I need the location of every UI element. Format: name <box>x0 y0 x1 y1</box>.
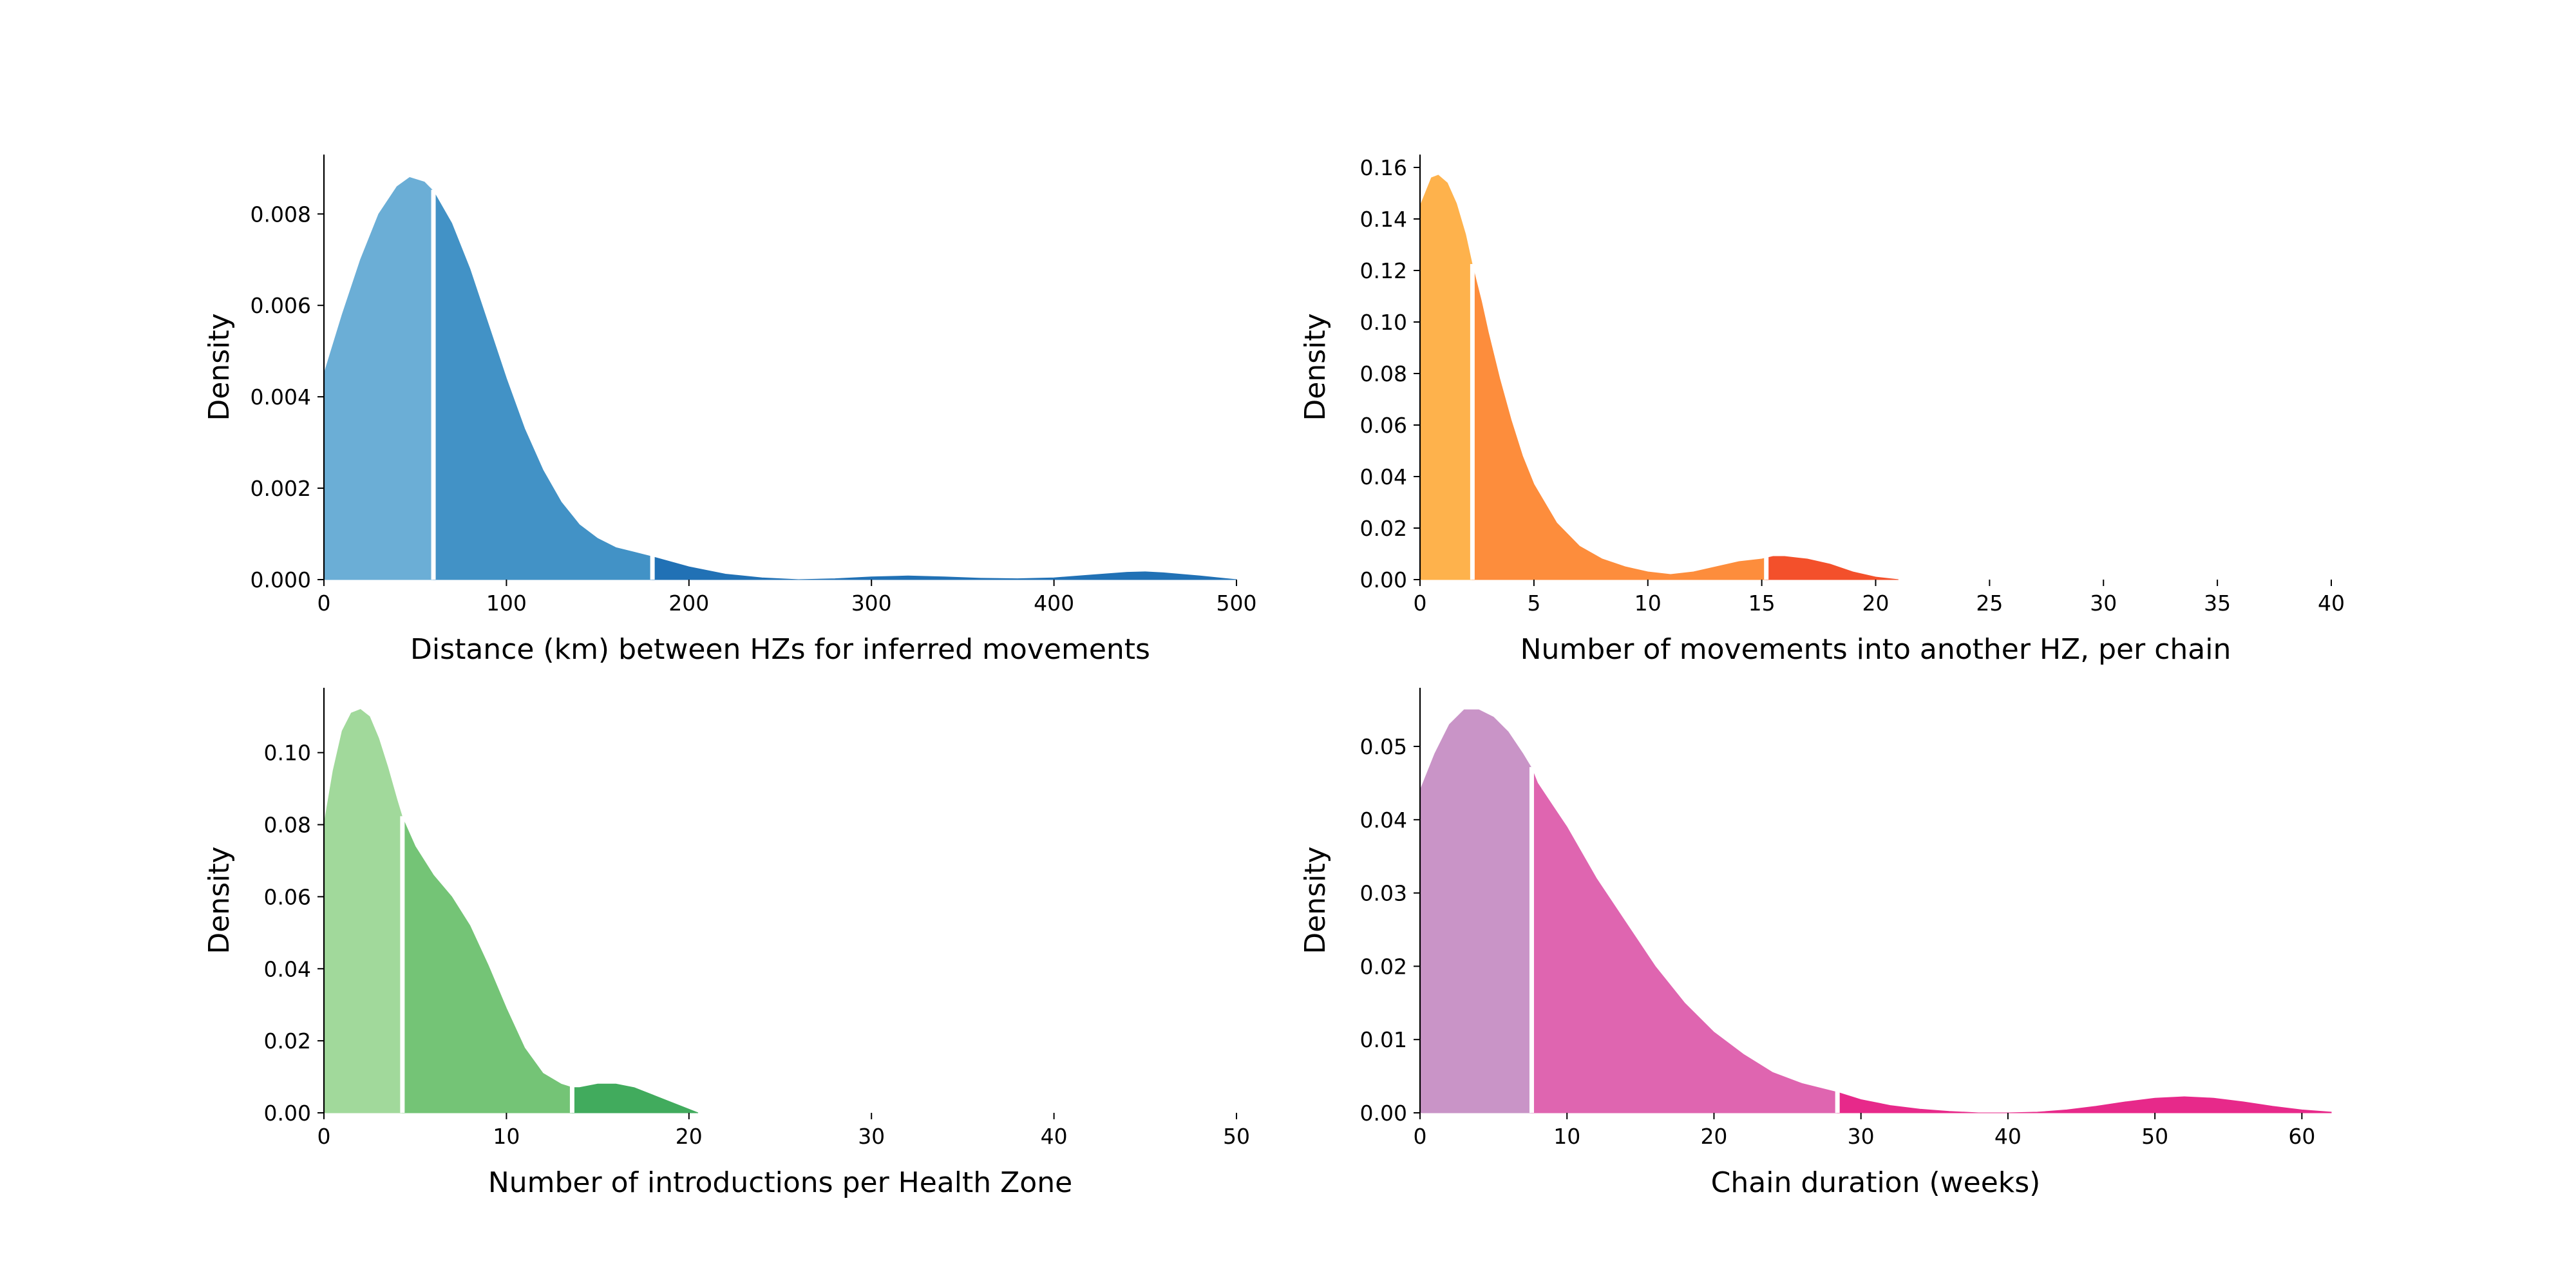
density-segment-2 <box>433 189 653 580</box>
y-tick-label: 0.10 <box>264 741 311 766</box>
x-tick-label: 0 <box>317 1124 331 1149</box>
panel-top-left: 0 100 200 300 400 500 0.000 0.002 0.004 0.006 0.00… <box>203 155 1257 666</box>
y-tick-label: 0.05 <box>1360 734 1407 759</box>
x-tick-label: 20 <box>676 1124 703 1149</box>
x-tick-label: 500 <box>1217 591 1257 616</box>
x-tick-label: 300 <box>851 591 892 616</box>
x-tick-label: 0 <box>317 591 331 616</box>
x-axis-title: Number of movements into another HZ, per… <box>1520 633 2231 666</box>
x-tick-label: 50 <box>1223 1124 1250 1149</box>
x-tick-label: 30 <box>2090 591 2117 616</box>
x-tick-label: 50 <box>2141 1124 2168 1149</box>
x-tick-label: 20 <box>1700 1124 1727 1149</box>
y-tick-label: 0.04 <box>264 956 311 981</box>
x-tick-label: 35 <box>2204 591 2231 616</box>
y-axis-title: Density <box>203 846 236 954</box>
density-segment-3 <box>1837 1092 2332 1113</box>
y-axis-title: Density <box>1299 846 1332 954</box>
y-tick-label: 0.006 <box>251 293 311 318</box>
density-segment-1 <box>1419 709 1532 1113</box>
density-segment-1 <box>323 709 403 1113</box>
density-segment-3 <box>1766 556 1899 580</box>
y-tick-label: 0.08 <box>264 813 311 838</box>
x-tick-label: 30 <box>1848 1124 1875 1149</box>
y-tick-label: 0.02 <box>1360 516 1407 541</box>
y-tick-label: 0.06 <box>1360 413 1407 438</box>
x-tick-label: 5 <box>1527 591 1540 616</box>
x-tick-label: 0 <box>1414 591 1427 616</box>
y-tick-label: 0.12 <box>1360 258 1407 283</box>
density-segment-1 <box>1419 175 1473 580</box>
density-segment-3 <box>571 1083 699 1113</box>
density-segment-2 <box>402 817 573 1113</box>
x-tick-label: 10 <box>493 1124 520 1149</box>
x-tick-label: 40 <box>1041 1124 1068 1149</box>
y-tick-label: 0.01 <box>1360 1027 1407 1052</box>
y-axis-title: Density <box>203 313 236 421</box>
x-axis-title: Chain duration (weeks) <box>1711 1166 2041 1199</box>
panel-bottom-left: 0 10 20 30 40 50 0.00 0.02 0.04 0.06 0.08 0.10 Numbe… <box>203 688 1250 1199</box>
x-axis-title: Number of introductions per Health Zone <box>488 1166 1072 1199</box>
x-tick-label: 100 <box>486 591 527 616</box>
panel-top-right: 0 5 10 15 20 25 30 35 40 0.00 0.02 0.04 0.06 0.08 0.10… <box>1299 155 2345 666</box>
x-tick-label: 0 <box>1414 1124 1427 1149</box>
x-tick-label: 10 <box>1553 1124 1580 1149</box>
density-segment-3 <box>652 556 1237 580</box>
x-tick-label: 10 <box>1634 591 1662 616</box>
panel-bottom-right: 0 10 20 30 40 50 60 0.00 0.01 0.02 0.03 0.04 0.05 Cha… <box>1299 688 2332 1199</box>
x-tick-label: 30 <box>858 1124 885 1149</box>
y-tick-label: 0.04 <box>1360 464 1407 489</box>
x-tick-label: 20 <box>1862 591 1889 616</box>
x-axis-title: Distance (km) between HZs for inferred m… <box>410 633 1150 666</box>
y-tick-label: 0.10 <box>1360 310 1407 335</box>
y-tick-label: 0.00 <box>1360 567 1407 592</box>
y-axis-title: Density <box>1299 313 1332 421</box>
y-tick-label: 0.03 <box>1360 881 1407 906</box>
y-tick-label: 0.14 <box>1360 207 1407 232</box>
x-tick-label: 60 <box>2288 1124 2315 1149</box>
density-segment-2 <box>1531 768 1838 1113</box>
y-tick-label: 0.08 <box>1360 361 1407 386</box>
x-tick-label: 15 <box>1748 591 1776 616</box>
y-tick-label: 0.02 <box>264 1028 311 1054</box>
y-tick-label: 0.04 <box>1360 808 1407 833</box>
density-segment-1 <box>323 176 434 580</box>
y-tick-label: 0.002 <box>251 476 311 501</box>
y-tick-label: 0.16 <box>1360 155 1407 180</box>
y-tick-label: 0.004 <box>251 384 311 410</box>
x-tick-label: 25 <box>1976 591 2003 616</box>
x-tick-label: 40 <box>2318 591 2345 616</box>
x-tick-label: 400 <box>1034 591 1074 616</box>
x-tick-label: 40 <box>1994 1124 2022 1149</box>
y-tick-label: 0.008 <box>251 202 311 227</box>
x-tick-label: 200 <box>668 591 709 616</box>
y-tick-label: 0.02 <box>1360 954 1407 979</box>
y-tick-label: 0.00 <box>264 1101 311 1126</box>
y-tick-label: 0.06 <box>264 884 311 909</box>
y-tick-label: 0.000 <box>251 567 311 592</box>
density-segment-2 <box>1472 265 1767 580</box>
y-tick-label: 0.00 <box>1360 1101 1407 1126</box>
